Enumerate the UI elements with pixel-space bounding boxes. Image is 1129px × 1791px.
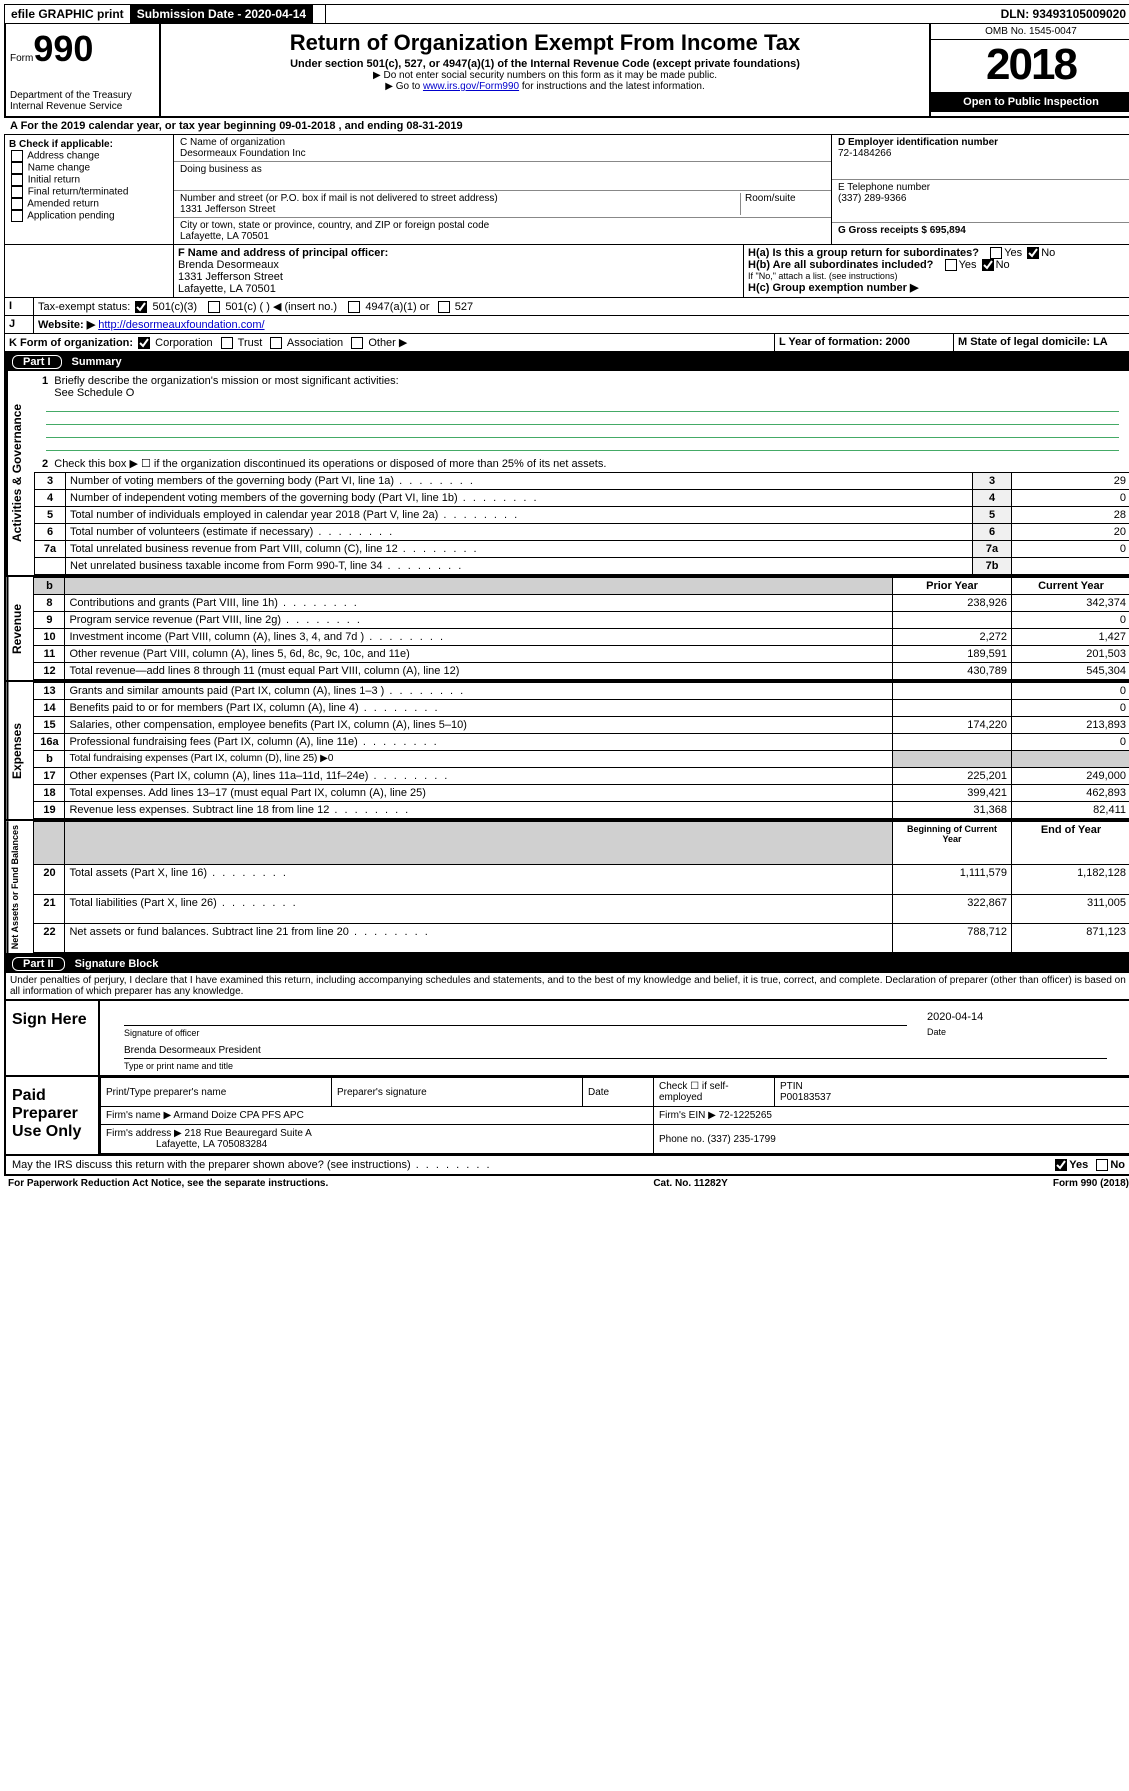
omb: OMB No. 1545-0047 <box>931 24 1129 40</box>
firm-ein: 72-1225265 <box>719 1110 772 1121</box>
note-link: ▶ Go to www.irs.gov/Form990 for instruct… <box>171 81 919 92</box>
form-header: Form990 Department of the Treasury Inter… <box>4 24 1129 118</box>
row-website: J Website: ▶ http://desormeauxfoundation… <box>4 316 1129 334</box>
officer-city: Lafayette, LA 70501 <box>178 283 276 295</box>
irs-link[interactable]: www.irs.gov/Form990 <box>423 81 519 92</box>
ha-label: H(a) Is this a group return for subordin… <box>748 247 979 259</box>
addr-label: Number and street (or P.O. box if mail i… <box>180 193 498 204</box>
discuss-row: May the IRS discuss this return with the… <box>4 1156 1129 1176</box>
dba-label: Doing business as <box>180 164 262 175</box>
firm-name: Armand Doize CPA PFS APC <box>173 1110 303 1121</box>
note-ssn: ▶ Do not enter social security numbers o… <box>171 70 919 81</box>
pra-notice: For Paperwork Reduction Act Notice, see … <box>8 1178 328 1189</box>
org-name: Desormeaux Foundation Inc <box>180 148 306 159</box>
cat-no: Cat. No. 11282Y <box>653 1178 727 1189</box>
c-label: C Name of organization <box>180 137 285 148</box>
officer-addr: 1331 Jefferson Street <box>178 271 283 283</box>
firm-phone: (337) 235-1799 <box>707 1134 775 1145</box>
sign-here-label: Sign Here <box>6 1001 100 1075</box>
form-subtitle: Under section 501(c), 527, or 4947(a)(1)… <box>171 58 919 70</box>
irs: Internal Revenue Service <box>10 101 155 112</box>
efile-link[interactable]: efile GRAPHIC print <box>5 5 131 23</box>
entity-block: B Check if applicable: Address change Na… <box>4 135 1129 245</box>
sig-date-label: Date <box>927 1027 1127 1037</box>
phone: (337) 289-9366 <box>838 193 906 204</box>
firm-addr: 218 Rue Beauregard Suite A <box>185 1128 312 1139</box>
sign-here-block: Sign Here Signature of officer 2020-04-1… <box>4 1001 1129 1077</box>
form-footer: Form 990 (2018) <box>1053 1178 1129 1189</box>
l2-text: Check this box ▶ ☐ if the organization d… <box>54 458 606 470</box>
vlabel-exp: Expenses <box>6 682 33 819</box>
sig-date: 2020-04-14 <box>927 1011 1127 1025</box>
dept-treasury: Department of the Treasury <box>10 90 155 101</box>
row-klm: K Form of organization: Corporation Trus… <box>4 334 1129 353</box>
perjury-statement: Under penalties of perjury, I declare th… <box>4 973 1129 1001</box>
city-state: Lafayette, LA 70501 <box>180 231 269 242</box>
street: 1331 Jefferson Street <box>180 204 275 215</box>
period-line: A For the 2019 calendar year, or tax yea… <box>4 118 1129 135</box>
sig-officer-label: Signature of officer <box>124 1028 927 1038</box>
submission-date: Submission Date - 2020-04-14 <box>131 5 313 23</box>
officer-name-title: Brenda Desormeaux President <box>124 1045 261 1056</box>
part2-header: Part II Signature Block <box>4 955 1129 973</box>
l1-val: See Schedule O <box>54 387 134 399</box>
ein-label: D Employer identification number <box>838 137 998 148</box>
website-link[interactable]: http://desormeauxfoundation.com/ <box>98 319 264 331</box>
h-note: If "No," attach a list. (see instruction… <box>748 271 1128 281</box>
netassets-section: Net Assets or Fund Balances Beginning of… <box>4 821 1129 955</box>
f-label: F Name and address of principal officer: <box>178 247 388 259</box>
firm-addr2: Lafayette, LA 705083284 <box>156 1139 267 1150</box>
revenue-section: Revenue bPrior YearCurrent Year 8Contrib… <box>4 577 1129 682</box>
part1-header: Part I Summary <box>4 353 1129 371</box>
row-fh: F Name and address of principal officer:… <box>4 245 1129 298</box>
year-formation: L Year of formation: 2000 <box>775 334 954 351</box>
l1-text: Briefly describe the organization's miss… <box>54 375 398 387</box>
expenses-table: 13Grants and similar amounts paid (Part … <box>33 682 1129 819</box>
type-print-label: Type or print name and title <box>124 1061 1127 1071</box>
hc-label: H(c) Group exemption number ▶ <box>748 282 918 294</box>
phone-label: E Telephone number <box>838 182 930 193</box>
page-footer: For Paperwork Reduction Act Notice, see … <box>4 1176 1129 1191</box>
netassets-table: Beginning of Current YearEnd of Year 20T… <box>33 821 1129 953</box>
vlabel-rev: Revenue <box>6 577 33 680</box>
room-label: Room/suite <box>740 193 825 215</box>
officer-name: Brenda Desormeaux <box>178 259 279 271</box>
paid-preparer-block: Paid Preparer Use Only Print/Type prepar… <box>4 1077 1129 1156</box>
tax-year: 2018 <box>931 40 1129 90</box>
hb-label: H(b) Are all subordinates included? <box>748 259 933 271</box>
vlabel-net: Net Assets or Fund Balances <box>6 821 33 953</box>
row-tax-exempt: I Tax-exempt status: 501(c)(3) 501(c) ( … <box>4 298 1129 316</box>
form-number: 990 <box>33 28 93 69</box>
state-domicile: M State of legal domicile: LA <box>954 334 1129 351</box>
ptin: P00183537 <box>780 1092 831 1103</box>
vlabel-ag: Activities & Governance <box>6 371 34 575</box>
expenses-section: Expenses 13Grants and similar amounts pa… <box>4 682 1129 821</box>
gross-receipts: G Gross receipts $ 695,894 <box>838 225 966 236</box>
revenue-table: bPrior YearCurrent Year 8Contributions a… <box>33 577 1129 680</box>
paid-preparer-label: Paid Preparer Use Only <box>6 1077 100 1154</box>
top-bar: efile GRAPHIC print Submission Date - 20… <box>4 4 1129 24</box>
city-label: City or town, state or province, country… <box>180 220 489 231</box>
box-b: B Check if applicable: Address change Na… <box>5 135 174 244</box>
open-public: Open to Public Inspection <box>931 92 1129 112</box>
form-label: Form <box>10 53 33 64</box>
dln: DLN: 93493105009020 <box>995 5 1129 23</box>
form-title: Return of Organization Exempt From Incom… <box>171 30 919 56</box>
ein: 72-1484266 <box>838 148 891 159</box>
gov-table: 3Number of voting members of the governi… <box>34 472 1129 575</box>
activities-governance: Activities & Governance 1 Briefly descri… <box>4 371 1129 577</box>
